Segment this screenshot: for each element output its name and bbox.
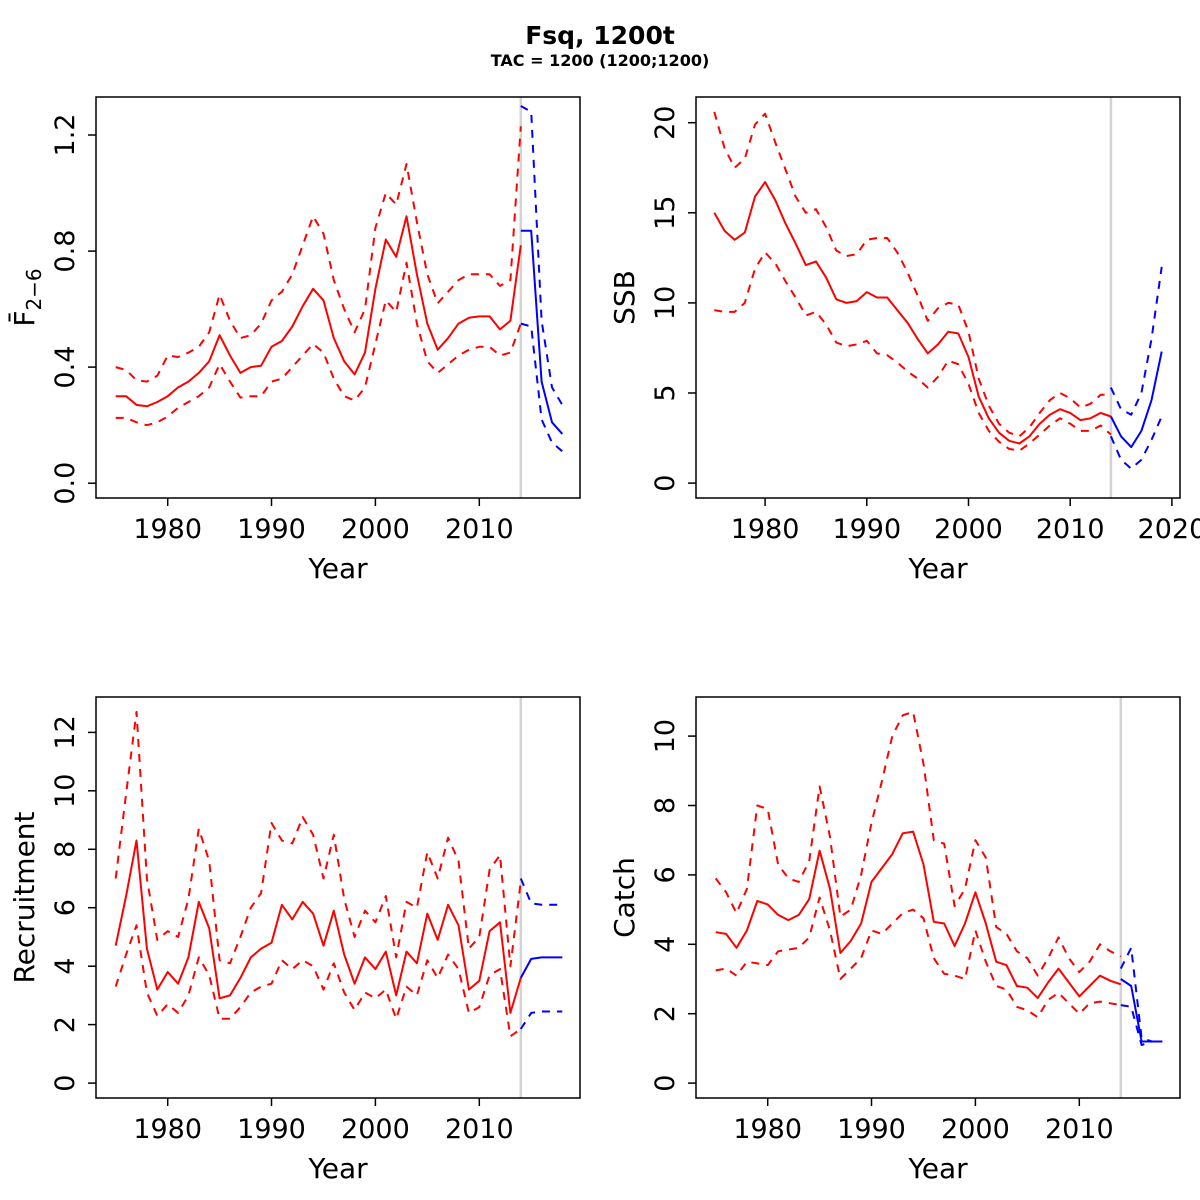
- recruitment-series-ci-forecast: [519, 1010, 563, 1030]
- fbar-chart: 1980 1990 2000 2010 0.0 0.4 0.8 1.2 Year F̄2−6: [7, 96, 581, 585]
- ssb-x-tick-label: 1980: [731, 514, 800, 545]
- fbar-y-axis-title: F̄2−6: [7, 268, 46, 326]
- catch-x-tick-label: 2000: [941, 1114, 1010, 1145]
- recruitment-y-tick-label: 2: [50, 1016, 81, 1033]
- catch-series-ci-history: [714, 710, 1122, 977]
- ssb-series-ci-history: [713, 111, 1111, 438]
- ssb-series-ci-history: [714, 251, 1112, 452]
- recruitment-series-median-history: [114, 839, 522, 1014]
- recruitment-y-tick-label: 10: [50, 774, 81, 808]
- ssb-x-axis-title: Year: [907, 552, 968, 585]
- catch-series-median-history: [715, 830, 1122, 1000]
- ssb-y-tick-label: 20: [650, 106, 681, 140]
- ssb-chart: 1980 1990 2000 2010 2020 0 5 10 15 20 Year SSB: [608, 96, 1200, 585]
- recruitment-series-ci-forecast: [519, 878, 563, 906]
- fbar-series-ci-forecast: [520, 322, 563, 453]
- catch-series-ci-forecast: [1119, 946, 1163, 1043]
- recruitment-series-ci-history: [114, 924, 522, 1038]
- recruitment-chart: 1980 1990 2000 2010 0 2 4 6 8 10 12 Year Recruitment: [8, 696, 581, 1185]
- ssb-series-median-forecast: [1110, 351, 1163, 449]
- recruitment-y-tick-label: 8: [50, 841, 81, 858]
- fbar-y-tick-label: 0.0: [50, 462, 81, 505]
- catch-y-tick-label: 4: [650, 936, 681, 953]
- recruitment-x-tick-label: 1990: [237, 1114, 306, 1145]
- recruitment-y-tick-label: 4: [50, 958, 81, 975]
- catch-series-ci-forecast: [1120, 1004, 1163, 1046]
- recruitment-series-median-forecast: [519, 956, 563, 979]
- ssb-y-tick-label: 10: [650, 286, 681, 320]
- catch-chart: 1980 1990 2000 2010 0 2 4 6 8 10 Year Catch: [608, 696, 1181, 1185]
- fbar-series-ci-forecast: [520, 105, 564, 406]
- ssb-y-tick-label: 15: [650, 196, 681, 230]
- catch-y-tick-label: 6: [650, 866, 681, 883]
- figure-subtitle: TAC = 1200 (1200;1200): [490, 51, 710, 70]
- catch-y-tick-label: 8: [650, 797, 681, 814]
- catch-y-tick-label: 0: [650, 1075, 681, 1092]
- recruitment-x-tick-label: 2000: [341, 1114, 410, 1145]
- fbar-x-tick-label: 2010: [445, 514, 514, 545]
- recruitment-y-tick-label: 12: [50, 715, 81, 749]
- catch-x-tick-label: 1990: [837, 1114, 906, 1145]
- recruitment-x-tick-label: 2010: [445, 1114, 514, 1145]
- catch-x-tick-label: 1980: [733, 1114, 802, 1145]
- recruitment-x-axis-title: Year: [307, 1152, 368, 1185]
- fbar-y-tick-label: 0.8: [50, 230, 81, 273]
- ssb-series-ci-forecast: [1109, 266, 1163, 416]
- fbar-x-axis-title: Year: [307, 552, 368, 585]
- ssb-x-tick-label: 2010: [1036, 514, 1105, 545]
- fbar-series-median-forecast: [520, 229, 564, 435]
- fbar-x-tick-label: 1990: [237, 514, 306, 545]
- ssb-x-tick-label: 1990: [832, 514, 901, 545]
- fbar-x-tick-label: 2000: [341, 514, 410, 545]
- recruitment-y-tick-label: 6: [50, 899, 81, 916]
- catch-x-tick-label: 2010: [1045, 1114, 1114, 1145]
- fbar-plot-box: [95, 96, 581, 499]
- ssb-x-tick-label: 2020: [1138, 514, 1200, 545]
- ssb-series-median-history: [713, 181, 1112, 445]
- recruitment-series-ci-history: [114, 710, 522, 968]
- fbar-series-ci-history: [115, 126, 522, 383]
- figure-title: Fsq, 1200t: [525, 21, 675, 50]
- catch-y-axis-title: Catch: [608, 857, 641, 938]
- ssb-y-tick-label: 5: [650, 384, 681, 401]
- fbar-series-ci-history: [115, 261, 522, 427]
- fbar-y-tick-label: 0.4: [50, 346, 81, 389]
- recruitment-y-tick-label: 0: [50, 1075, 81, 1092]
- ssb-y-axis-title: SSB: [608, 270, 641, 325]
- catch-y-tick-label: 10: [650, 719, 681, 753]
- fbar-x-tick-label: 1980: [133, 514, 202, 545]
- recruitment-plot-box: [95, 696, 581, 1099]
- recruitment-x-tick-label: 1980: [133, 1114, 202, 1145]
- fbar-y-tick-label: 1.2: [50, 114, 81, 157]
- ssb-y-tick-label: 0: [650, 475, 681, 492]
- recruitment-y-axis-title: Recruitment: [8, 811, 41, 983]
- catch-y-tick-label: 2: [650, 1005, 681, 1022]
- catch-plot-box: [695, 696, 1181, 1099]
- ssb-x-tick-label: 2000: [934, 514, 1003, 545]
- catch-x-axis-title: Year: [907, 1152, 968, 1185]
- catch-series-ci-history: [715, 896, 1121, 1019]
- fbar-series-median-history: [115, 215, 522, 408]
- ssb-plot-box: [695, 96, 1181, 499]
- ssb-series-ci-forecast: [1109, 416, 1163, 470]
